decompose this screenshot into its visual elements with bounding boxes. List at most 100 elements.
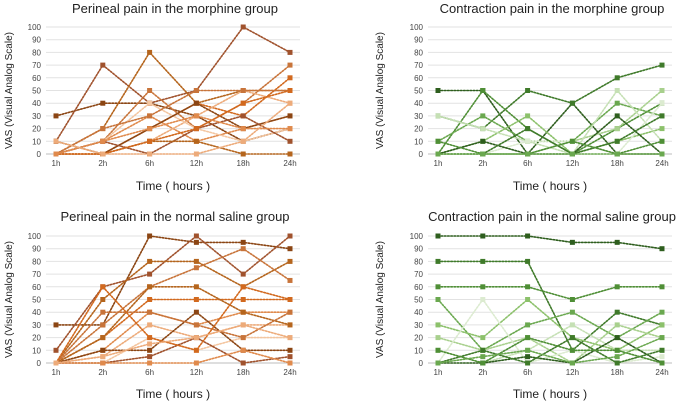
data-point <box>480 233 486 239</box>
data-point <box>525 151 531 157</box>
data-point <box>525 88 531 93</box>
data-point <box>100 354 106 360</box>
data-point <box>193 138 199 144</box>
data-point <box>287 138 293 144</box>
data-point <box>480 297 486 302</box>
x-axis-label: Time ( hours ) <box>136 387 210 401</box>
data-point <box>659 284 665 290</box>
y-tick-label: 80 <box>414 48 423 57</box>
series-line <box>55 311 291 364</box>
data-point <box>435 284 441 290</box>
data-point <box>147 341 153 347</box>
y-tick-label: 10 <box>32 137 41 146</box>
y-tick-label: 30 <box>414 112 423 121</box>
data-point <box>287 277 293 283</box>
data-point <box>147 258 153 264</box>
data-point <box>614 113 620 119</box>
y-tick-label: 30 <box>32 321 41 330</box>
data-point <box>240 239 246 245</box>
data-point <box>100 360 106 366</box>
x-tick-label: 12h <box>190 159 203 168</box>
data-point <box>659 322 665 328</box>
y-tick-label: 100 <box>28 232 42 241</box>
data-point <box>287 100 293 106</box>
data-point <box>147 322 153 328</box>
data-point <box>525 113 531 119</box>
data-point <box>287 113 293 119</box>
series-line <box>55 234 291 352</box>
x-tick-label: 1h <box>434 159 443 168</box>
data-point <box>193 113 199 119</box>
data-point <box>659 126 665 132</box>
data-point <box>193 100 199 106</box>
data-point <box>100 62 106 68</box>
data-point <box>525 335 531 341</box>
data-point <box>193 88 199 93</box>
data-point <box>193 335 199 341</box>
data-point <box>100 309 106 315</box>
data-point <box>525 297 531 302</box>
chart-panel-3: Perineal pain in the normal saline group… <box>4 209 300 401</box>
x-tick-label: 2h <box>98 159 107 168</box>
data-point <box>100 138 106 144</box>
chart-panel-2: Contraction pain in the morphine group 0 1… <box>375 1 672 193</box>
data-point <box>193 258 199 264</box>
y-tick-label: 0 <box>37 150 42 159</box>
data-point <box>614 335 620 341</box>
y-axis-label: VAS (Visual Analog Scale) <box>375 241 386 358</box>
data-point <box>240 151 246 157</box>
data-point <box>435 113 441 119</box>
x-tick-label: 12h <box>190 368 203 377</box>
y-tick-label: 20 <box>414 125 423 134</box>
data-point <box>147 309 153 315</box>
data-point <box>480 113 486 119</box>
x-tick-label: 24h <box>655 368 668 377</box>
y-axis-label: VAS (Visual Analog Scale) <box>4 32 15 149</box>
data-point <box>147 297 153 302</box>
data-point <box>525 284 531 290</box>
data-point <box>480 151 486 157</box>
y-tick-label: 40 <box>32 308 41 317</box>
x-tick-label: 2h <box>478 368 487 377</box>
data-point <box>53 151 59 157</box>
data-point <box>435 258 441 264</box>
data-point <box>525 138 531 144</box>
data-point <box>147 284 153 290</box>
data-point <box>100 151 106 157</box>
data-point <box>287 126 293 132</box>
x-tick-label: 6h <box>145 368 154 377</box>
data-point <box>435 360 441 366</box>
data-point <box>480 126 486 132</box>
series-line <box>437 140 663 155</box>
y-tick-label: 50 <box>414 87 423 96</box>
series-line <box>55 260 291 364</box>
data-point <box>240 246 246 252</box>
data-point <box>480 335 486 341</box>
data-point <box>240 126 246 132</box>
data-point <box>287 360 293 366</box>
y-tick-label: 80 <box>32 48 41 57</box>
series-line <box>55 102 291 155</box>
data-point <box>614 138 620 144</box>
data-point <box>569 347 575 353</box>
series-line <box>55 285 291 364</box>
x-tick-label: 1h <box>52 159 61 168</box>
data-point <box>659 62 665 68</box>
data-point <box>193 151 199 157</box>
series-line <box>55 247 291 364</box>
data-point <box>100 284 106 290</box>
y-tick-label: 0 <box>419 359 424 368</box>
y-tick-label: 10 <box>32 346 41 355</box>
data-point <box>659 88 665 93</box>
data-point <box>525 360 531 366</box>
data-point <box>100 347 106 353</box>
data-point <box>480 284 486 290</box>
data-point <box>659 151 665 157</box>
data-point <box>193 360 199 366</box>
series-line <box>55 89 291 155</box>
data-point <box>435 347 441 353</box>
series-line <box>437 336 663 364</box>
data-point <box>435 322 441 328</box>
y-tick-label: 0 <box>419 150 424 159</box>
